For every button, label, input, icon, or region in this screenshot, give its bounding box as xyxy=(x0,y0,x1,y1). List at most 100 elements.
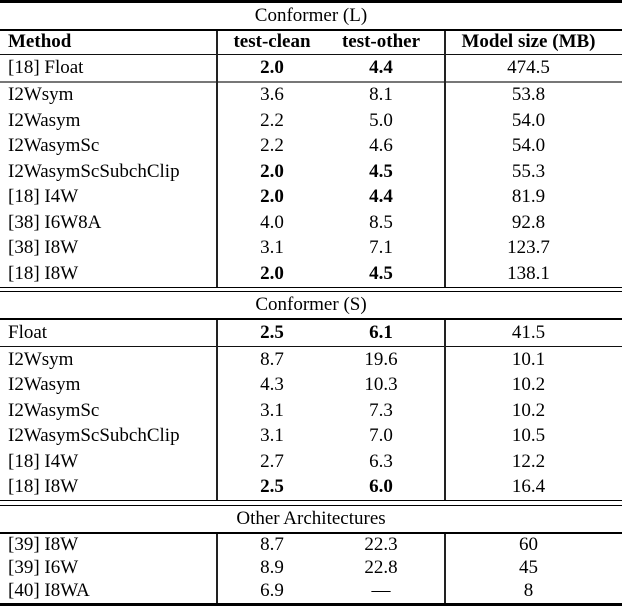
method-cell: [38] I6W8A xyxy=(8,211,102,233)
test-other-cell: 6.3 xyxy=(369,450,393,472)
method-cell: [18] I4W xyxy=(8,186,79,208)
method-cell: [18] I4W xyxy=(8,450,79,472)
test-other-cell: 19.6 xyxy=(364,348,398,370)
table-row: I2Wasym 2.2 5.0 54.0 xyxy=(0,108,622,134)
test-clean-cell: 2.2 xyxy=(260,109,284,131)
test-clean-cell: 6.9 xyxy=(260,580,284,601)
model-size-cell: 16.4 xyxy=(511,476,546,498)
test-other-cell: 8.1 xyxy=(369,84,393,106)
test-clean-cell: 2.0 xyxy=(260,262,284,284)
test-other-cell: 8.5 xyxy=(369,211,393,233)
method-cell: [40] I8WA xyxy=(8,580,90,601)
test-clean-cell: 3.1 xyxy=(260,399,284,421)
horizontal-rule xyxy=(0,53,622,55)
method-cell: Float xyxy=(8,321,48,343)
test-other-cell: 7.3 xyxy=(369,399,393,421)
table-row: [18] I4W 2.0 4.4 81.9 xyxy=(0,185,622,211)
model-size-cell: 123.7 xyxy=(507,237,550,259)
method-cell: [18] I8W xyxy=(8,476,79,498)
test-clean-cell: 2.0 xyxy=(260,186,284,208)
section-title-row: Conformer (L) xyxy=(0,3,622,29)
test-clean-cell: 2.0 xyxy=(260,56,284,78)
test-clean-cell: 3.1 xyxy=(260,425,284,447)
col-header-model-size: Model size (MB) xyxy=(461,31,596,52)
horizontal-rule xyxy=(0,500,622,506)
horizontal-rule xyxy=(0,28,622,31)
test-clean-cell: 2.2 xyxy=(260,135,284,157)
test-clean-cell: 2.5 xyxy=(260,321,284,343)
section-title-row: Other Architectures xyxy=(0,506,622,532)
model-size-cell: 12.2 xyxy=(511,450,546,472)
col-header-method: Method xyxy=(8,31,72,52)
section-title: Conformer (S) xyxy=(255,294,367,315)
table-row: I2WasymSc 3.1 7.3 10.2 xyxy=(0,398,622,424)
test-other-cell: 6.0 xyxy=(369,476,393,498)
method-cell: I2WasymSc xyxy=(8,135,100,157)
vertical-rule-right xyxy=(444,30,446,287)
table-row: [18] I8W 2.5 6.0 16.4 xyxy=(0,475,622,501)
table-row: [18] Float 2.0 4.4 474.5 xyxy=(0,55,622,81)
table-row: [38] I6W8A 4.0 8.5 92.8 xyxy=(0,210,622,236)
test-other-cell: 22.3 xyxy=(364,534,398,555)
model-size-cell: 81.9 xyxy=(511,186,546,208)
method-cell: I2Wsym xyxy=(8,348,74,370)
model-size-cell: 41.5 xyxy=(511,321,546,343)
section-body: [39] I8W 8.7 22.3 60 [39] I6W 8.9 22.8 4… xyxy=(0,533,622,603)
test-clean-cell: 2.0 xyxy=(260,160,284,182)
section-title: Other Architectures xyxy=(236,507,386,529)
model-size-cell: 45 xyxy=(519,557,538,578)
model-size-cell: 54.0 xyxy=(511,109,546,131)
method-cell: [38] I8W xyxy=(8,237,79,259)
test-other-cell: 4.6 xyxy=(369,135,393,157)
table-row: [18] I4W 2.7 6.3 12.2 xyxy=(0,449,622,475)
table-row: I2WasymScSubchClip 3.1 7.0 10.5 xyxy=(0,424,622,450)
table-section: Conformer (S) Float 2.5 6.1 41.5 I2Wsym … xyxy=(0,292,622,500)
test-clean-cell: 8.7 xyxy=(260,348,284,370)
model-size-cell: 10.2 xyxy=(511,399,546,421)
method-cell: I2Wsym xyxy=(8,84,74,106)
table-section: Conformer (L) Method test-clean test-oth… xyxy=(0,3,622,287)
test-other-cell: 7.0 xyxy=(369,425,393,447)
table-row: [18] I8W 2.0 4.5 138.1 xyxy=(0,261,622,287)
vertical-rule-right xyxy=(444,320,446,500)
table-header-row: Method test-clean test-other Model size … xyxy=(0,31,622,54)
model-size-cell: 10.5 xyxy=(511,425,546,447)
method-cell: I2WasymScSubchClip xyxy=(8,160,180,182)
model-size-cell: 54.0 xyxy=(511,135,546,157)
model-size-cell: 10.1 xyxy=(511,348,546,370)
table-row: [38] I8W 3.1 7.1 123.7 xyxy=(0,236,622,262)
table-row: [40] I8WA 6.9 — 8 xyxy=(0,580,622,603)
horizontal-rule xyxy=(0,531,622,534)
vertical-rule-left xyxy=(216,30,218,287)
test-clean-cell: 8.7 xyxy=(260,534,284,555)
test-clean-cell: 4.0 xyxy=(260,211,284,233)
horizontal-rule xyxy=(0,318,622,320)
test-other-cell: 4.5 xyxy=(369,262,393,284)
table-row: [39] I8W 8.7 22.3 60 xyxy=(0,534,622,557)
section-title: Conformer (L) xyxy=(254,4,368,26)
horizontal-rule xyxy=(0,602,622,606)
model-size-cell: 92.8 xyxy=(511,211,546,233)
table-row: I2Wsym 8.7 19.6 10.1 xyxy=(0,347,622,373)
method-cell: [18] Float xyxy=(8,56,84,78)
horizontal-rule xyxy=(0,345,622,347)
table-row: [39] I6W 8.9 22.8 45 xyxy=(0,557,622,580)
test-other-cell: 4.4 xyxy=(369,56,393,78)
test-clean-cell: 8.9 xyxy=(260,557,284,578)
model-size-cell: 8 xyxy=(523,580,534,601)
method-cell: [39] I8W xyxy=(8,534,79,555)
vertical-rule-left xyxy=(216,320,218,500)
method-cell: [39] I6W xyxy=(8,557,79,578)
test-other-cell: — xyxy=(371,580,391,601)
model-size-cell: 474.5 xyxy=(507,56,550,78)
method-cell: [18] I8W xyxy=(8,262,79,284)
horizontal-rule xyxy=(0,80,622,83)
table-row: Float 2.5 6.1 41.5 xyxy=(0,320,622,346)
vertical-rule-left xyxy=(216,533,218,603)
test-clean-cell: 4.3 xyxy=(260,374,284,396)
table-section: Other Architectures [39] I8W 8.7 22.3 60… xyxy=(0,506,622,603)
test-other-cell: 5.0 xyxy=(369,109,393,131)
test-other-cell: 6.1 xyxy=(369,321,393,343)
